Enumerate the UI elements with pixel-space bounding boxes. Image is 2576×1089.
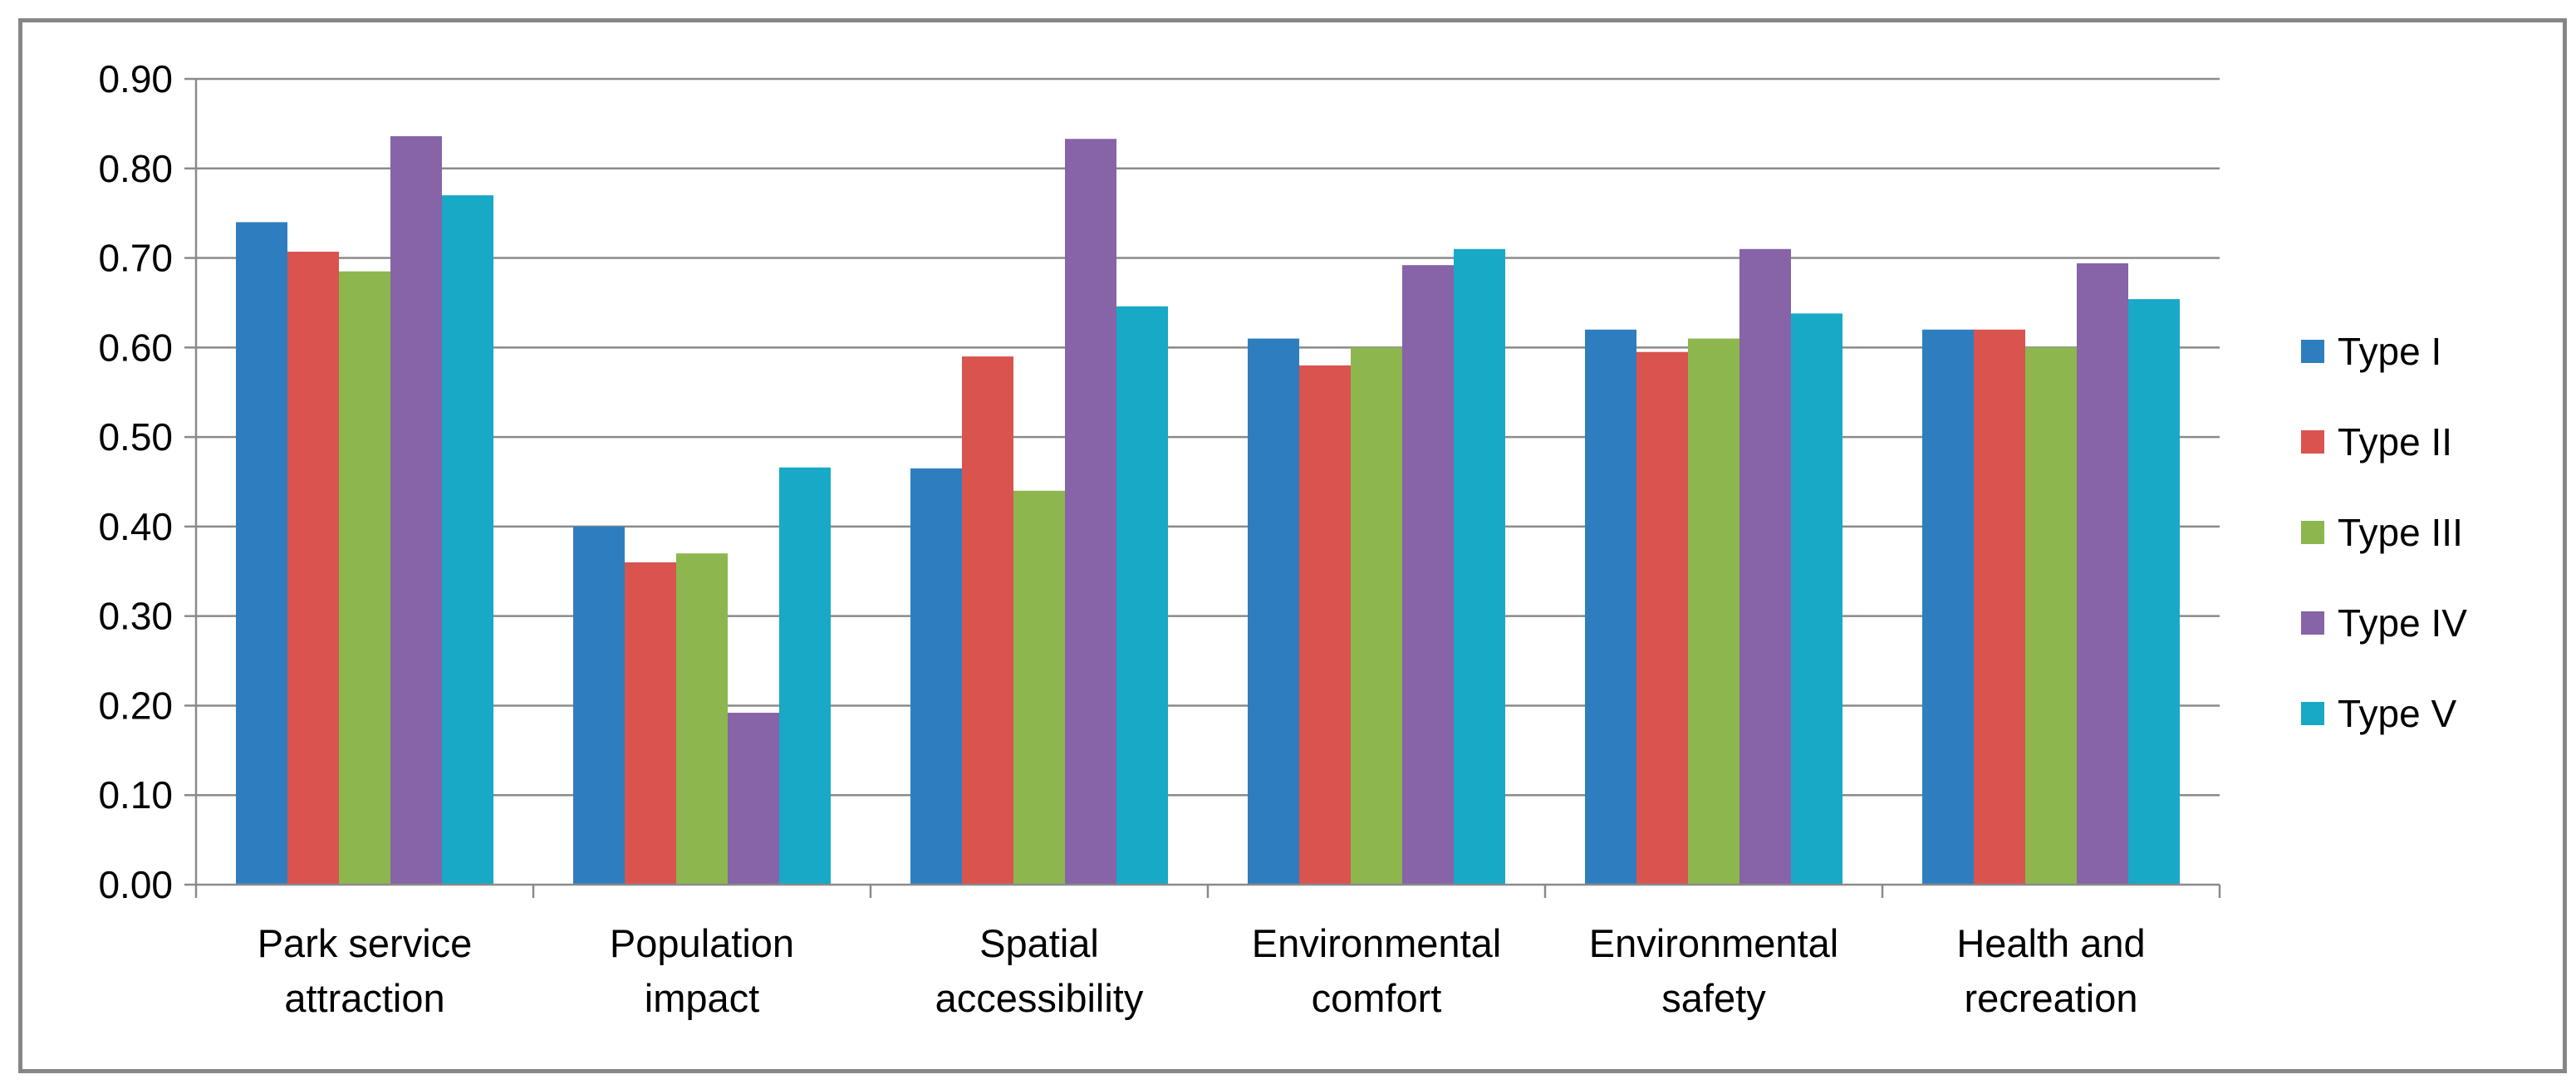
y-tick-label: 0.70 [98,237,173,280]
category-label: Population [610,921,794,965]
bar-type-v-cat-5 [2128,299,2180,885]
bars [236,135,2180,885]
category-label: Spatial [979,921,1099,965]
bar-type-i-cat-5 [1922,329,1974,885]
legend-label: Type II [2338,420,2452,464]
category-label: impact [645,976,759,1020]
y-tick-label: 0.90 [98,57,173,101]
category-labels: Park service attraction Population impact Sp… [258,921,2146,1020]
legend-label: Type IV [2338,601,2467,645]
bar-type-iv-cat-2 [1065,139,1116,885]
bar-type-i-cat-1 [573,526,625,885]
bar-type-iii-cat-3 [1351,347,1402,885]
bar-type-ii-cat-4 [1636,351,1688,885]
category-label: recreation [1965,976,2138,1020]
bar-type-ii-cat-0 [287,252,339,885]
bar-type-iii-cat-2 [1013,490,1065,885]
bar-type-iv-cat-0 [390,135,442,885]
legend-swatch-type-v [2301,702,2324,725]
legend-label: Type I [2338,330,2441,373]
gridlines [196,77,2220,797]
bar-type-i-cat-2 [910,468,962,885]
bar-type-iii-cat-4 [1688,338,1739,885]
bar-type-ii-cat-3 [1299,365,1351,885]
category-label: attraction [284,976,444,1020]
bar-type-iv-cat-3 [1402,265,1454,885]
axes [184,77,2221,898]
bar-type-iv-cat-4 [1739,248,1791,885]
y-tick-label: 0.50 [98,415,173,459]
y-tick-label: 0.30 [98,595,173,638]
category-label: safety [1661,976,1766,1020]
bar-type-v-cat-1 [779,467,831,885]
bar-type-iii-cat-1 [676,553,728,885]
bar-type-ii-cat-2 [962,356,1013,885]
y-tick-label: 0.10 [98,773,173,817]
y-tick-label: 0.60 [98,326,173,369]
legend: Type I Type II Type III Type IV Type V [2301,330,2467,735]
legend-label: Type III [2338,511,2463,554]
y-tick-labels: 0.00 0.10 0.20 0.30 0.40 0.50 0.60 0.70 0.80 0.90 [98,57,173,906]
bar-type-ii-cat-1 [625,562,676,885]
bar-type-iii-cat-5 [2025,347,2077,885]
legend-swatch-type-iv [2301,611,2324,635]
bar-type-v-cat-2 [1116,306,1168,885]
y-tick-label: 0.40 [98,505,173,548]
bar-type-v-cat-3 [1454,248,1505,885]
bar-type-iv-cat-5 [2077,263,2128,885]
category-label: comfort [1312,976,1442,1020]
bar-type-v-cat-0 [442,195,493,885]
bar-type-i-cat-0 [236,222,287,885]
category-label: Environmental [1252,921,1501,965]
bar-type-v-cat-4 [1791,313,1842,885]
y-tick-label: 0.80 [98,147,173,190]
legend-swatch-type-i [2301,340,2324,363]
legend-label: Type V [2338,692,2457,735]
category-label: Environmental [1589,921,1838,965]
legend-swatch-type-ii [2301,430,2324,454]
category-label: accessibility [935,976,1144,1020]
bar-type-iv-cat-1 [728,713,779,885]
bar-type-iii-cat-0 [339,271,390,885]
category-label: Health and [1956,921,2145,965]
y-tick-label: 0.20 [98,684,173,727]
category-label: Park service [258,921,473,965]
legend-swatch-type-iii [2301,521,2324,544]
bar-type-i-cat-4 [1585,329,1636,885]
bar-type-i-cat-3 [1248,338,1299,885]
bar-type-ii-cat-5 [1974,329,2025,885]
y-tick-label: 0.00 [98,863,173,906]
